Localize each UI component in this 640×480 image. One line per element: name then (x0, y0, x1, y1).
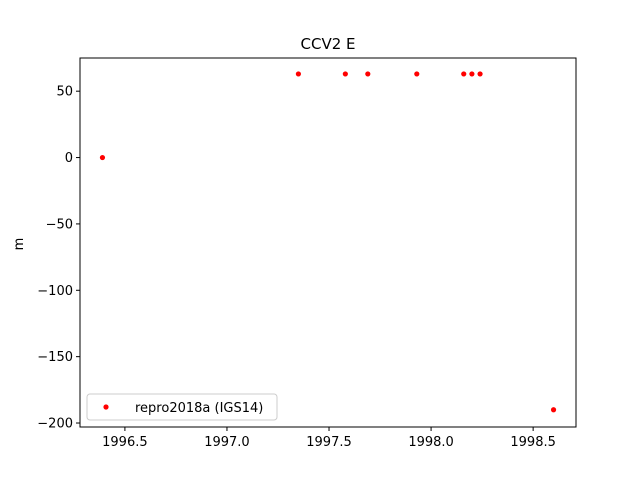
x-tick-label: 1997.0 (204, 435, 250, 450)
y-axis-label: m (12, 238, 27, 251)
legend-box (86, 393, 278, 421)
y-tick-label: −100 (37, 284, 73, 299)
x-tick-label: 1996.5 (102, 435, 148, 450)
legend-label: repro2018a (IGS14) (135, 401, 263, 416)
axes-frame (79, 57, 577, 428)
x-tick-label: 1997.5 (306, 435, 352, 450)
data-point (365, 71, 371, 77)
chart-title: CCV2 E (301, 35, 356, 53)
data-point (342, 71, 348, 77)
data-point (550, 407, 557, 413)
legend: repro2018a (IGS14) (86, 393, 278, 421)
data-point (99, 154, 106, 161)
y-tick-label: −150 (37, 350, 73, 365)
data-point (477, 71, 483, 77)
y-tick-label: −200 (37, 417, 73, 432)
x-tick-label: 1998.5 (510, 435, 556, 450)
data-point (295, 71, 302, 77)
plot-area: 1996.5 1997.0 1997.5 1998.0 1998.5 50 0 −50 −100… (37, 57, 577, 450)
y-tick-label: 50 (56, 85, 73, 100)
legend-marker (103, 404, 109, 410)
data-point (469, 71, 475, 77)
data-point (414, 71, 420, 77)
y-tick-label: 0 (65, 151, 73, 166)
x-tick-label: 1998.0 (408, 435, 454, 450)
y-tick-label: −50 (46, 217, 73, 232)
data-point (461, 71, 467, 77)
